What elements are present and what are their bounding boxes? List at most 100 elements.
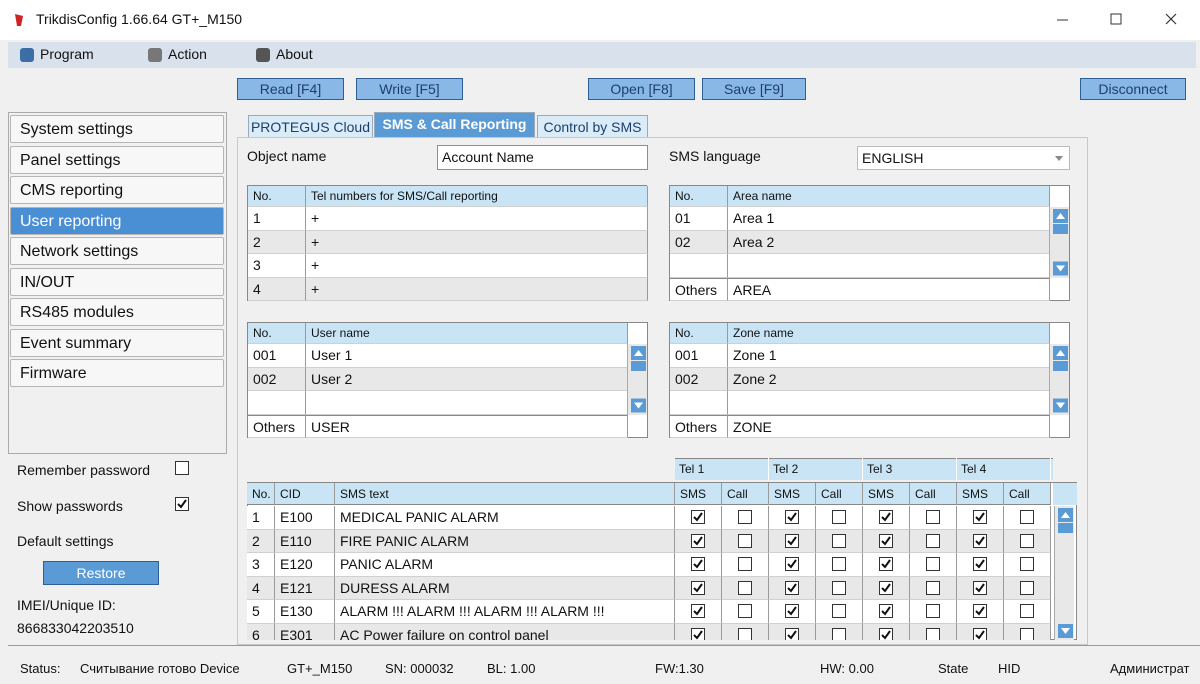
checkbox[interactable] <box>973 580 987 595</box>
table-cell[interactable]: Others <box>248 414 306 438</box>
sidebar-item[interactable]: CMS reporting <box>10 176 224 204</box>
checkbox[interactable] <box>1020 627 1034 640</box>
checkbox[interactable] <box>973 533 987 548</box>
checkbox[interactable] <box>691 557 705 571</box>
checkbox[interactable] <box>832 533 846 548</box>
table-cell[interactable]: + <box>306 254 648 278</box>
checkbox[interactable] <box>926 557 940 571</box>
text-input[interactable]: Account Name <box>437 145 648 170</box>
checkbox[interactable] <box>691 580 705 595</box>
table-cell[interactable]: 02 <box>670 230 728 254</box>
scrollbar[interactable] <box>1049 344 1069 415</box>
checkbox[interactable] <box>832 604 846 618</box>
checkbox[interactable] <box>691 604 705 618</box>
checkbox[interactable] <box>691 627 705 640</box>
scrollbar[interactable] <box>1049 207 1069 278</box>
dropdown[interactable]: ENGLISH <box>857 146 1070 170</box>
checkbox[interactable] <box>832 557 846 571</box>
checkbox[interactable] <box>879 533 893 548</box>
table-cell[interactable]: USER <box>306 414 628 438</box>
checkbox[interactable] <box>738 533 752 548</box>
checkbox[interactable] <box>738 580 752 595</box>
toolbar-button[interactable]: Save [F9] <box>702 78 806 100</box>
table-cell[interactable]: 3 <box>248 254 306 278</box>
checkbox[interactable] <box>175 497 189 511</box>
table-cell[interactable]: User 1 <box>306 344 628 368</box>
window-controls[interactable] <box>1040 8 1190 32</box>
checkbox[interactable] <box>785 510 799 524</box>
sidebar-item[interactable]: IN/OUT <box>10 267 224 296</box>
checkbox[interactable] <box>832 580 846 595</box>
checkbox[interactable] <box>973 557 987 571</box>
table-cell[interactable]: 002 <box>248 367 306 391</box>
toolbar-button[interactable]: Open [F8] <box>588 78 695 100</box>
table-cell[interactable]: E100 <box>275 506 335 530</box>
checkbox[interactable] <box>691 533 705 548</box>
checkbox[interactable] <box>785 557 799 571</box>
checkbox[interactable] <box>926 580 940 595</box>
checkbox[interactable] <box>879 557 893 571</box>
checkbox[interactable] <box>1020 580 1034 595</box>
checkbox[interactable] <box>879 510 893 524</box>
table-cell[interactable]: + <box>306 277 648 301</box>
table-cell[interactable]: E121 <box>275 576 335 600</box>
table-cell[interactable]: FIRE PANIC ALARM <box>335 529 675 553</box>
scrollbar[interactable] <box>1054 506 1074 640</box>
table-cell[interactable] <box>248 391 306 415</box>
checkbox[interactable] <box>691 510 705 524</box>
menu-item[interactable]: Program <box>40 46 94 62</box>
sidebar-item[interactable]: System settings <box>10 115 224 143</box>
table-cell[interactable]: E130 <box>275 600 335 624</box>
table-cell[interactable]: Others <box>670 414 728 438</box>
table-cell[interactable]: PANIC ALARM <box>335 553 675 577</box>
table-cell[interactable]: 3 <box>247 553 275 577</box>
tab[interactable]: PROTEGUS Cloud <box>248 115 373 138</box>
sidebar-item[interactable]: Network settings <box>10 237 224 265</box>
checkbox[interactable] <box>1020 604 1034 618</box>
table-cell[interactable]: DURESS ALARM <box>335 576 675 600</box>
checkbox[interactable] <box>785 627 799 640</box>
checkbox[interactable] <box>926 533 940 548</box>
table-cell[interactable]: AC Power failure on control panel <box>335 623 675 640</box>
table-cell[interactable]: ZONE <box>728 414 1050 438</box>
table-cell[interactable]: 002 <box>670 367 728 391</box>
checkbox[interactable] <box>879 627 893 640</box>
table-cell[interactable]: AREA <box>728 277 1050 301</box>
checkbox[interactable] <box>926 510 940 524</box>
checkbox[interactable] <box>785 533 799 548</box>
checkbox[interactable] <box>1020 510 1034 524</box>
table-cell[interactable]: 2 <box>248 230 306 254</box>
table-cell[interactable]: 1 <box>248 207 306 231</box>
table-cell[interactable]: User 2 <box>306 367 628 391</box>
checkbox[interactable] <box>738 557 752 571</box>
checkbox[interactable] <box>879 604 893 618</box>
table-cell[interactable]: 4 <box>248 277 306 301</box>
sidebar-item[interactable]: Panel settings <box>10 145 224 174</box>
menu-item[interactable]: Action <box>168 46 207 62</box>
menu-item[interactable]: About <box>276 46 313 62</box>
checkbox[interactable] <box>879 580 893 595</box>
checkbox[interactable] <box>738 627 752 640</box>
table-cell[interactable]: ALARM !!! ALARM !!! ALARM !!! ALARM !!! <box>335 600 675 624</box>
checkbox[interactable] <box>973 510 987 524</box>
table-cell[interactable]: Others <box>670 277 728 301</box>
table-cell[interactable]: Zone 1 <box>728 344 1050 368</box>
restore-button[interactable]: Restore <box>43 561 159 585</box>
checkbox[interactable] <box>175 461 189 475</box>
table-cell[interactable]: Area 1 <box>728 207 1050 231</box>
table-cell[interactable] <box>670 254 728 278</box>
sidebar-item[interactable]: User reporting <box>10 206 224 235</box>
table-cell[interactable]: + <box>306 230 648 254</box>
table-cell[interactable] <box>670 391 728 415</box>
checkbox[interactable] <box>973 604 987 618</box>
toolbar-button[interactable]: Read [F4] <box>237 78 344 100</box>
checkbox[interactable] <box>1020 557 1034 571</box>
checkbox[interactable] <box>785 580 799 595</box>
table-cell[interactable] <box>728 391 1050 415</box>
checkbox[interactable] <box>926 627 940 640</box>
table-cell[interactable] <box>306 391 628 415</box>
scrollbar[interactable] <box>627 344 647 415</box>
table-cell[interactable]: 5 <box>247 600 275 624</box>
table-cell[interactable]: + <box>306 207 648 231</box>
table-cell[interactable]: Zone 2 <box>728 367 1050 391</box>
